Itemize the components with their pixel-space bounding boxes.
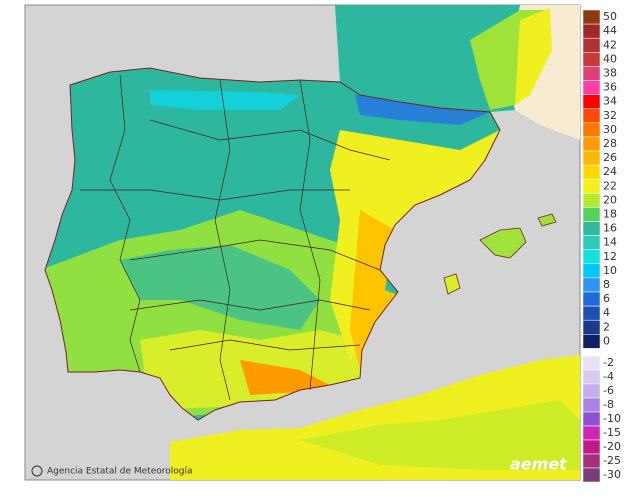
legend-label: 0: [603, 334, 610, 347]
legend-label: 10: [603, 264, 617, 277]
legend-swatch: [582, 334, 601, 349]
legend-swatch: [582, 319, 601, 335]
copyright-icon: [31, 465, 43, 477]
legend-swatch: [582, 122, 601, 138]
legend-label: -30: [603, 468, 621, 481]
legend-swatch: [582, 425, 601, 441]
legend-label: 38: [603, 66, 617, 79]
france-warm: [515, 8, 552, 105]
legend-label: 26: [603, 151, 617, 164]
legend-label: -15: [603, 426, 621, 439]
legend-swatch: [582, 178, 601, 194]
legend-label: 2: [603, 320, 610, 333]
legend-swatch: [582, 52, 601, 67]
legend-swatch: [582, 136, 601, 152]
iberia: [45, 68, 500, 420]
legend-swatch: [582, 193, 601, 208]
credit: Agencia Estatal de Meteorología: [47, 467, 193, 477]
legend-swatch: [582, 66, 601, 81]
legend-swatch: [582, 305, 601, 321]
legend-label: 50: [603, 10, 617, 23]
legend-swatch: [582, 80, 601, 95]
legend-label: 30: [603, 123, 617, 136]
islands: [443, 213, 557, 295]
legend-label: 18: [603, 207, 617, 220]
legend-swatch: [582, 411, 601, 427]
legend-label: 36: [603, 81, 617, 94]
legend-label: 6: [603, 292, 610, 305]
legend-label: 32: [603, 109, 617, 122]
legend-label: 42: [603, 38, 617, 51]
legend-swatch: [582, 37, 601, 53]
legend: 5044424038363432302826242220181614121086…: [582, 9, 621, 483]
legend-swatch: [582, 164, 601, 180]
legend-swatch: [582, 397, 601, 413]
legend-label: 14: [603, 236, 617, 249]
legend-label: -6: [603, 384, 614, 397]
legend-swatch: [582, 467, 601, 483]
legend-swatch: [582, 369, 601, 385]
legend-label: 44: [603, 24, 617, 37]
legend-label: 34: [603, 95, 617, 108]
legend-swatch: [582, 9, 601, 25]
legend-swatch: [582, 249, 601, 265]
legend-swatch: [582, 221, 601, 236]
legend-swatch: [582, 439, 601, 455]
legend-swatch: [582, 94, 601, 109]
legend-swatch: [582, 291, 601, 307]
legend-swatch: [582, 207, 601, 222]
legend-label: -2: [603, 356, 614, 369]
legend-swatch: [582, 235, 601, 250]
legend-swatch: [582, 355, 601, 371]
legend-swatch: [582, 383, 601, 399]
legend-label: -8: [603, 398, 614, 411]
legend-swatch: [582, 263, 601, 279]
legend-label: 12: [603, 250, 617, 263]
borders: [80, 74, 391, 401]
legend-label: 28: [603, 137, 617, 150]
legend-label: 16: [603, 222, 617, 235]
legend-label: 20: [603, 193, 617, 206]
logo: aemet: [510, 455, 568, 474]
legend-swatch: [582, 108, 601, 124]
legend-label: -4: [603, 370, 614, 383]
legend-label: 40: [603, 52, 617, 65]
legend-label: 4: [603, 306, 610, 319]
legend-label: -25: [603, 454, 621, 467]
legend-label: -20: [603, 440, 621, 453]
legend-label: 22: [603, 179, 617, 192]
legend-label: -10: [603, 412, 621, 425]
legend-swatch: [582, 277, 601, 293]
legend-swatch: [582, 23, 601, 39]
legend-swatch: [582, 453, 601, 469]
legend-label: 24: [603, 165, 617, 178]
coastline: [44, 67, 501, 421]
africa-patch: [300, 400, 580, 470]
legend-label: 8: [603, 278, 610, 291]
france: [335, 5, 520, 112]
legend-swatch: [582, 150, 601, 166]
